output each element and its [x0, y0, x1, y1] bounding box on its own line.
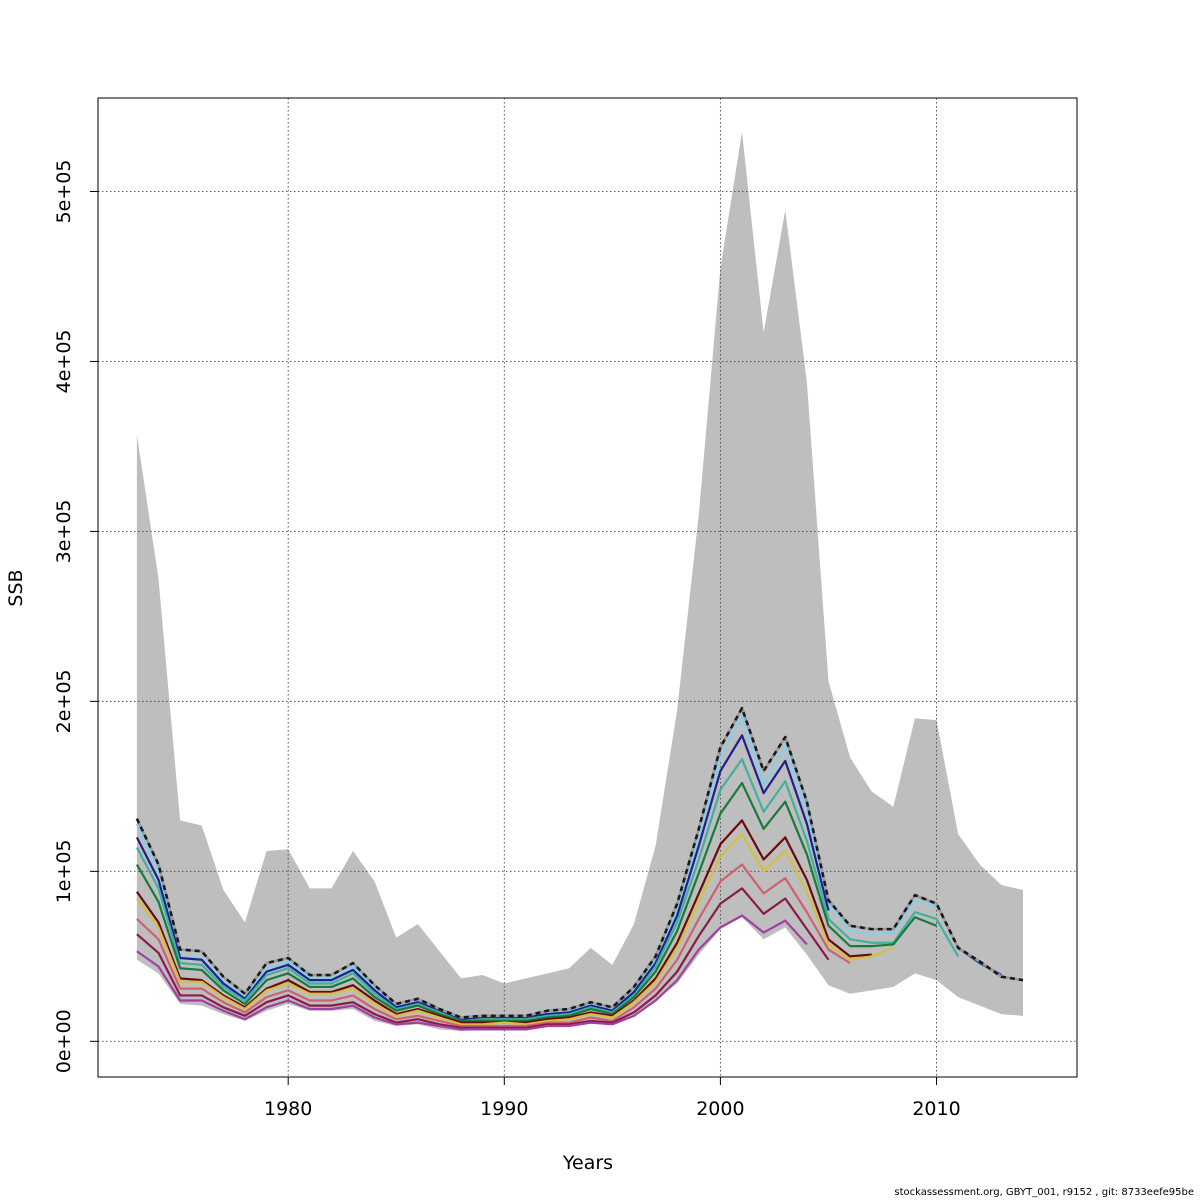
x-axis-label: Years [562, 1152, 613, 1174]
axis-layer: 1980 1990 2000 2010 0e+00 1e+05 2e+05 3e+05 4e+0… [53, 97, 1078, 1120]
y-tick-label: 0e+00 [53, 1009, 75, 1073]
series-line-dashed [135, 706, 1024, 1019]
y-tick-label: 5e+05 [53, 160, 75, 224]
series-line [135, 734, 830, 1021]
confidence-band [136, 131, 1023, 1032]
series-layer [135, 706, 1024, 1031]
y-tick-label: 2e+05 [53, 669, 75, 733]
series-line [136, 863, 851, 1028]
series-line [136, 832, 894, 1026]
y-tick-label: 3e+05 [53, 499, 75, 563]
series-line [135, 758, 960, 1023]
x-tick-label: 1990 [480, 1098, 528, 1120]
y-tick-label: 1e+05 [53, 839, 75, 903]
footer-credit: stockassessment.org, GBYT_001, r9152 , g… [894, 1187, 1194, 1198]
series-line [136, 914, 808, 1031]
plot-border [97, 97, 1078, 1078]
y-axis-label: SSB [5, 569, 27, 606]
x-tick-label: 2000 [696, 1098, 744, 1120]
confidence-band-layer [136, 131, 1023, 1032]
x-tick-label: 1980 [264, 1098, 312, 1120]
grid-layer [98, 98, 1077, 1077]
series-line [135, 781, 937, 1023]
x-tick-label: 2010 [912, 1098, 960, 1120]
series-line [136, 887, 830, 1029]
y-tick-label: 4e+05 [53, 330, 75, 394]
